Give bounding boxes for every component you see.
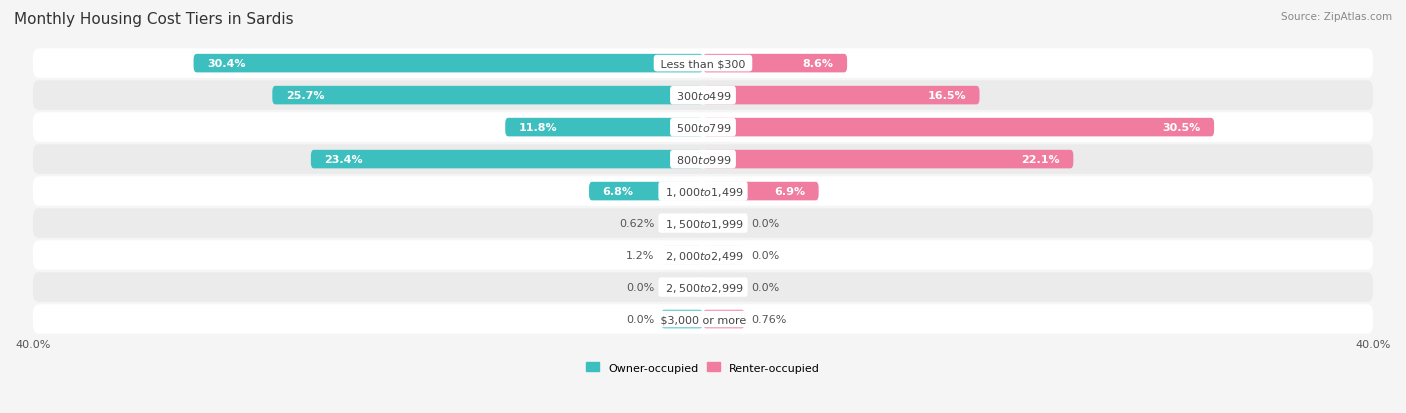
FancyBboxPatch shape <box>32 113 1374 142</box>
Text: $800 to $999: $800 to $999 <box>673 154 733 166</box>
FancyBboxPatch shape <box>703 278 745 297</box>
FancyBboxPatch shape <box>661 278 703 297</box>
FancyBboxPatch shape <box>311 150 703 169</box>
Text: 25.7%: 25.7% <box>285 91 325 101</box>
FancyBboxPatch shape <box>703 310 745 328</box>
FancyBboxPatch shape <box>703 183 818 201</box>
FancyBboxPatch shape <box>32 241 1374 270</box>
FancyBboxPatch shape <box>661 310 703 328</box>
Text: 30.4%: 30.4% <box>207 59 246 69</box>
Text: 0.0%: 0.0% <box>752 250 780 261</box>
FancyBboxPatch shape <box>589 183 703 201</box>
Text: Source: ZipAtlas.com: Source: ZipAtlas.com <box>1281 12 1392 22</box>
FancyBboxPatch shape <box>703 55 848 73</box>
FancyBboxPatch shape <box>194 55 703 73</box>
Text: $300 to $499: $300 to $499 <box>673 90 733 102</box>
Text: 8.6%: 8.6% <box>803 59 834 69</box>
Text: 1.2%: 1.2% <box>626 250 654 261</box>
FancyBboxPatch shape <box>703 119 1215 137</box>
Text: 30.5%: 30.5% <box>1163 123 1201 133</box>
FancyBboxPatch shape <box>661 214 703 233</box>
FancyBboxPatch shape <box>273 87 703 105</box>
FancyBboxPatch shape <box>703 246 745 265</box>
Text: $3,000 or more: $3,000 or more <box>657 314 749 324</box>
Text: 6.8%: 6.8% <box>602 187 634 197</box>
FancyBboxPatch shape <box>703 214 745 233</box>
FancyBboxPatch shape <box>32 209 1374 238</box>
Text: 22.1%: 22.1% <box>1021 155 1060 165</box>
FancyBboxPatch shape <box>32 49 1374 78</box>
Text: 16.5%: 16.5% <box>928 91 966 101</box>
Text: Less than $300: Less than $300 <box>657 59 749 69</box>
Text: $1,500 to $1,999: $1,500 to $1,999 <box>662 217 744 230</box>
Text: 0.0%: 0.0% <box>752 218 780 228</box>
Text: 11.8%: 11.8% <box>519 123 557 133</box>
FancyBboxPatch shape <box>32 177 1374 206</box>
Text: 0.62%: 0.62% <box>619 218 654 228</box>
FancyBboxPatch shape <box>703 87 980 105</box>
Text: 0.0%: 0.0% <box>752 282 780 292</box>
Text: Monthly Housing Cost Tiers in Sardis: Monthly Housing Cost Tiers in Sardis <box>14 12 294 27</box>
FancyBboxPatch shape <box>703 150 1073 169</box>
FancyBboxPatch shape <box>32 81 1374 111</box>
Text: 6.9%: 6.9% <box>775 187 806 197</box>
Text: 0.0%: 0.0% <box>626 282 654 292</box>
FancyBboxPatch shape <box>32 305 1374 334</box>
FancyBboxPatch shape <box>32 145 1374 174</box>
Text: 23.4%: 23.4% <box>325 155 363 165</box>
Text: 0.0%: 0.0% <box>626 314 654 324</box>
Text: 0.76%: 0.76% <box>752 314 787 324</box>
Text: $1,000 to $1,499: $1,000 to $1,499 <box>662 185 744 198</box>
FancyBboxPatch shape <box>505 119 703 137</box>
FancyBboxPatch shape <box>661 246 703 265</box>
Text: $2,000 to $2,499: $2,000 to $2,499 <box>662 249 744 262</box>
FancyBboxPatch shape <box>32 273 1374 302</box>
Text: $2,500 to $2,999: $2,500 to $2,999 <box>662 281 744 294</box>
Legend: Owner-occupied, Renter-occupied: Owner-occupied, Renter-occupied <box>586 362 820 373</box>
Text: $500 to $799: $500 to $799 <box>673 122 733 134</box>
